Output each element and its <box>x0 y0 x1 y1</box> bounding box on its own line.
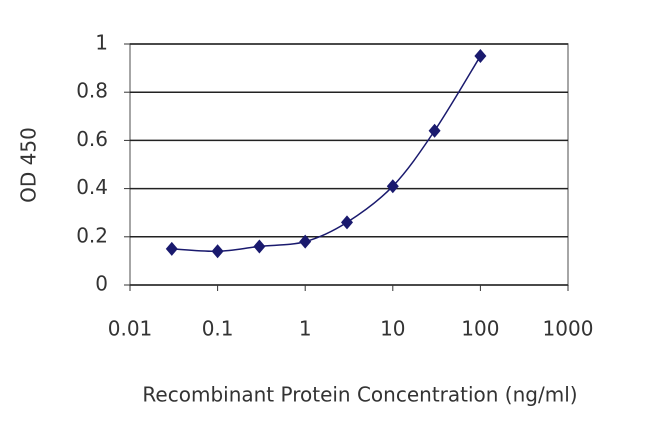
data-point <box>386 179 399 194</box>
x-tick-label: 0.1 <box>202 317 234 341</box>
data-point <box>165 241 178 256</box>
x-tick-label: 1 <box>299 317 312 341</box>
data-point <box>474 49 487 64</box>
y-tick-label: 0 <box>95 272 108 296</box>
x-axis-label: Recombinant Protein Concentration (ng/ml… <box>142 383 577 407</box>
y-tick-label: 0.2 <box>76 223 108 247</box>
data-point <box>299 234 312 249</box>
y-tick-label: 1 <box>95 31 108 55</box>
x-tick-label: 10 <box>380 317 405 341</box>
y-tick-label: 0.8 <box>76 79 108 103</box>
y-tick-label: 0.4 <box>76 175 108 199</box>
x-tick-label: 1000 <box>543 317 594 341</box>
data-point <box>340 215 353 230</box>
data-line <box>171 55 482 253</box>
x-tick-label: 100 <box>461 317 499 341</box>
y-tick-label: 0.6 <box>76 127 108 151</box>
data-point <box>428 123 441 138</box>
y-axis-label: OD 450 <box>17 127 41 203</box>
data-point <box>253 239 266 254</box>
data-point <box>211 244 224 259</box>
x-tick-label: 0.01 <box>108 317 153 341</box>
plot-frame <box>129 43 569 286</box>
